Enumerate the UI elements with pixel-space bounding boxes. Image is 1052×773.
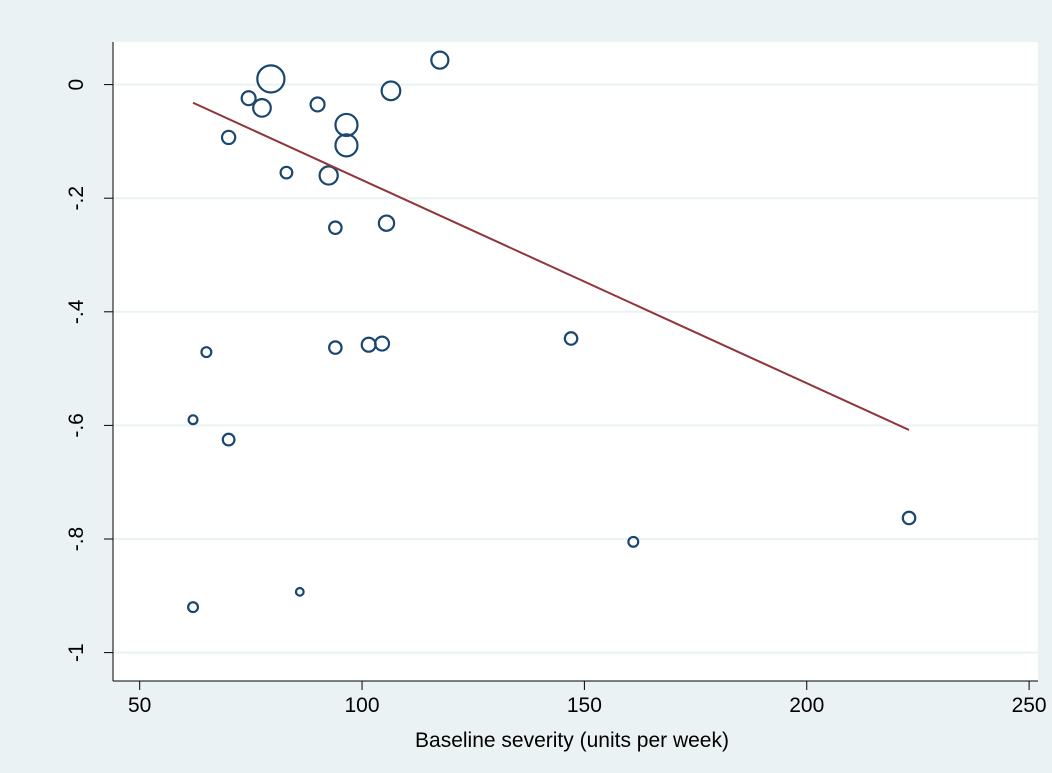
data-point bbox=[318, 165, 339, 186]
data-point bbox=[309, 96, 326, 113]
x-axis-title: Baseline severity (units per week) bbox=[415, 729, 729, 752]
data-markers bbox=[187, 50, 917, 614]
data-point bbox=[430, 50, 450, 70]
plot-area bbox=[113, 42, 1038, 681]
data-point bbox=[377, 214, 396, 232]
y-tick-label: -.6 bbox=[65, 413, 88, 438]
data-point bbox=[328, 220, 343, 236]
data-point bbox=[294, 586, 305, 597]
fit-line bbox=[192, 101, 910, 431]
x-tick-label: 100 bbox=[345, 694, 380, 717]
x-tick-label: 250 bbox=[1012, 694, 1047, 717]
data-point bbox=[373, 335, 391, 352]
data-point bbox=[380, 80, 402, 102]
x-axis-ticks: 50 100 150 200 250 bbox=[128, 681, 1047, 717]
data-point bbox=[901, 510, 917, 526]
data-point bbox=[200, 346, 213, 359]
data-point bbox=[221, 432, 236, 447]
data-point bbox=[187, 601, 200, 614]
y-tick-label: -.4 bbox=[65, 299, 88, 324]
data-point bbox=[279, 165, 294, 180]
x-tick-label: 50 bbox=[128, 694, 151, 717]
data-point bbox=[252, 97, 272, 118]
y-axis-ticks: 0 -.2 -.4 -.6 -.8 -1 bbox=[65, 79, 113, 662]
data-point bbox=[256, 64, 286, 94]
data-point bbox=[334, 112, 359, 138]
y-tick-label: -1 bbox=[65, 643, 88, 662]
x-tick-label: 150 bbox=[567, 694, 602, 717]
data-point bbox=[328, 340, 343, 355]
y-tick-label: 0 bbox=[65, 79, 88, 91]
y-tick-label: -.8 bbox=[65, 527, 88, 552]
data-point bbox=[563, 331, 579, 346]
data-point bbox=[187, 414, 199, 426]
data-point bbox=[334, 133, 359, 158]
y-tick-label: -.2 bbox=[65, 186, 88, 211]
data-point bbox=[220, 129, 237, 146]
data-point bbox=[627, 535, 640, 548]
data-point bbox=[240, 90, 257, 107]
x-tick-label: 200 bbox=[789, 694, 824, 717]
grid-lines bbox=[113, 83, 1038, 654]
